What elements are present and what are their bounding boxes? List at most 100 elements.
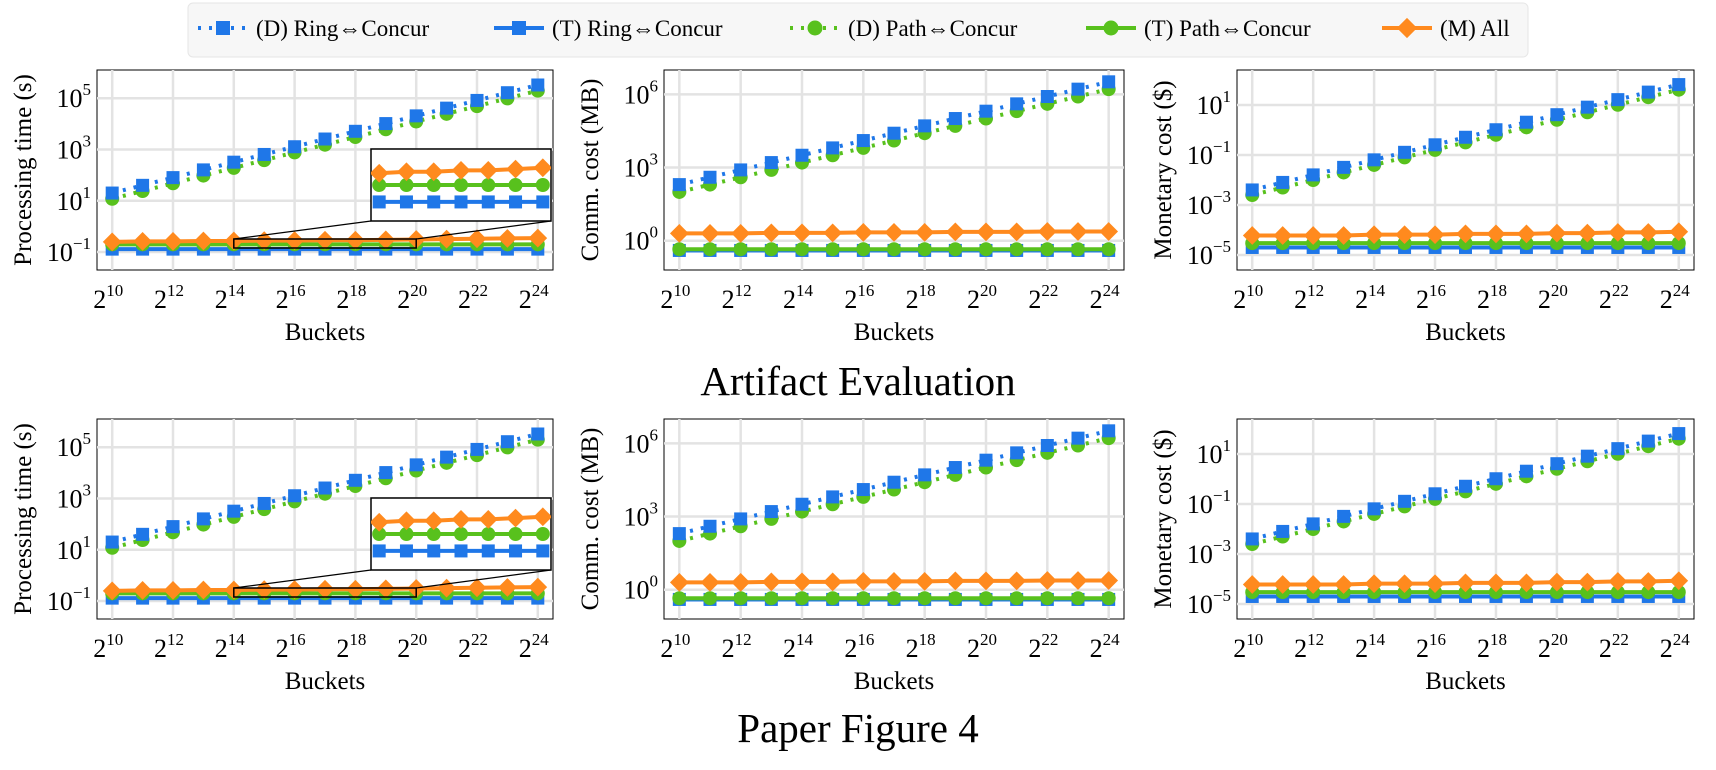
- data-point: [102, 581, 122, 601]
- tick-exponent: 24: [1103, 281, 1121, 300]
- tick-base: 2: [154, 634, 167, 663]
- data-point: [409, 458, 423, 472]
- y-axis-label: Monetary cost ($): [1150, 429, 1177, 608]
- tick-exponent: 6: [650, 76, 659, 95]
- data-point: [481, 178, 496, 192]
- tick-base: 2: [722, 285, 735, 314]
- data-point: [918, 119, 932, 133]
- data-point: [467, 229, 487, 249]
- tick-exponent: 0: [650, 572, 659, 591]
- data-point: [948, 591, 963, 606]
- tick-exponent: −5: [1213, 237, 1231, 256]
- tick-base: 2: [967, 285, 980, 314]
- series-m-all: [1242, 571, 1689, 594]
- tick-base: 2: [336, 634, 349, 663]
- data-point: [1641, 585, 1656, 600]
- series-line: [111, 432, 539, 544]
- data-point: [1608, 223, 1628, 242]
- data-point: [1489, 472, 1503, 486]
- y-tick-label: 101: [1197, 436, 1232, 469]
- data-point: [533, 158, 551, 178]
- data-point: [346, 230, 365, 250]
- tick-base: 10: [57, 536, 83, 565]
- data-point: [376, 230, 396, 250]
- data-point: [372, 527, 387, 541]
- legend-item-t-path-concur: (T) Path⇔Concur: [1086, 16, 1311, 41]
- y-axis-label: Monetary cost ($): [1150, 80, 1177, 259]
- x-tick-label: 224: [1660, 630, 1691, 663]
- x-tick-label: 216: [844, 630, 874, 663]
- tick-base: 10: [1197, 440, 1223, 469]
- x-tick-label: 210: [660, 281, 690, 314]
- data-point: [731, 224, 751, 243]
- data-point: [887, 475, 901, 489]
- tick-exponent: 12: [735, 281, 752, 300]
- data-point: [917, 591, 932, 606]
- tick-base: 2: [397, 285, 410, 314]
- series-m-all: [1242, 222, 1689, 245]
- tick-exponent: 22: [471, 281, 488, 300]
- data-point: [700, 224, 720, 243]
- data-point: [285, 580, 304, 599]
- data-point: [257, 496, 271, 510]
- data-point: [1669, 571, 1689, 591]
- data-point: [1641, 434, 1655, 448]
- tick-exponent: 10: [673, 281, 690, 300]
- series-d-ring-concur: [1245, 427, 1686, 546]
- tick-exponent: 20: [980, 630, 997, 649]
- data-point: [825, 242, 840, 257]
- tick-exponent: 3: [83, 480, 92, 499]
- series-line: [111, 83, 539, 195]
- data-point: [792, 223, 812, 243]
- data-point: [1242, 226, 1262, 245]
- data-point: [1638, 572, 1658, 591]
- panel-artifact-evaluation-comm-cost-mb: 210 212 214 216 218 220 222 224100103106Buckets…: [577, 69, 1125, 346]
- tick-exponent: 18: [349, 281, 366, 300]
- tick-base: 2: [93, 285, 106, 314]
- data-point: [1102, 424, 1116, 438]
- data-point: [915, 223, 935, 242]
- tick-base: 2: [660, 285, 673, 314]
- x-tick-label: 216: [844, 281, 874, 314]
- tick-exponent: 1: [83, 183, 92, 202]
- tick-exponent: 14: [796, 281, 814, 300]
- x-tick-label: 218: [336, 630, 366, 663]
- data-point: [426, 527, 441, 541]
- tick-exponent: 24: [532, 630, 550, 649]
- data-point: [1245, 532, 1259, 546]
- data-point: [318, 132, 332, 146]
- y-tick-label: 10−1: [1187, 486, 1231, 519]
- tick-exponent: 20: [1551, 630, 1568, 649]
- data-point: [372, 195, 386, 209]
- data-point: [945, 571, 965, 591]
- data-point: [285, 231, 304, 250]
- series-d-ring-concur: [1245, 78, 1686, 197]
- y-tick-label: 10−1: [1187, 137, 1231, 170]
- data-point: [1367, 502, 1381, 516]
- data-point: [1395, 225, 1414, 245]
- data-point: [1276, 524, 1290, 538]
- data-point: [257, 147, 271, 161]
- series-line: [111, 437, 539, 550]
- data-point: [196, 163, 210, 177]
- data-point: [764, 242, 779, 257]
- tick-base: 2: [1477, 285, 1490, 314]
- data-point: [856, 591, 871, 606]
- data-point: [481, 527, 496, 541]
- series-t-path-concur: [372, 178, 550, 192]
- data-point: [1010, 97, 1024, 111]
- legend-item-m-all: (M) All: [1382, 16, 1510, 41]
- tick-exponent: 18: [1490, 630, 1507, 649]
- tick-base: 2: [1233, 634, 1246, 663]
- data-point: [481, 195, 495, 209]
- data-point: [1456, 573, 1475, 593]
- data-point: [136, 527, 150, 541]
- data-point: [976, 222, 996, 242]
- data-point: [856, 242, 871, 257]
- tick-exponent: 20: [980, 281, 997, 300]
- data-point: [227, 504, 241, 518]
- data-point: [440, 101, 454, 115]
- data-point: [1489, 123, 1503, 137]
- tick-base: 2: [660, 634, 673, 663]
- data-point: [672, 178, 686, 192]
